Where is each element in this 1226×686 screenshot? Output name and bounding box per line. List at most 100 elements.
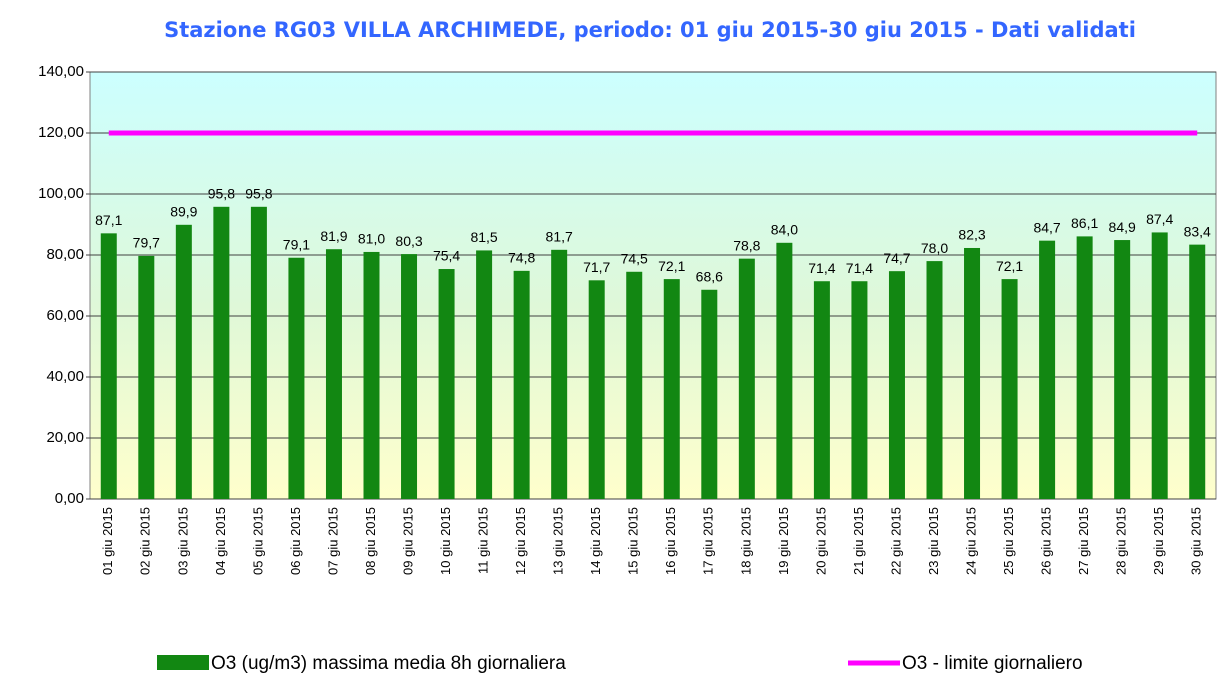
- y-tick-label: 40,00: [46, 368, 84, 385]
- x-tick-label: 01 giu 2015: [100, 507, 115, 575]
- bar: [738, 258, 755, 499]
- legend-swatch: [157, 655, 209, 670]
- x-tick-label: 19 giu 2015: [776, 507, 791, 575]
- data-label: 72,1: [996, 258, 1023, 274]
- data-label: 87,1: [95, 212, 122, 228]
- x-tick-label: 05 giu 2015: [250, 507, 265, 575]
- bar: [813, 281, 830, 499]
- x-tick-label: 08 giu 2015: [363, 507, 378, 575]
- bar: [926, 261, 943, 499]
- bar: [851, 281, 868, 499]
- y-tick-label: 140,00: [38, 63, 84, 80]
- bar: [1151, 232, 1168, 499]
- data-label: 95,8: [208, 186, 235, 202]
- bar: [325, 249, 342, 499]
- bar: [288, 257, 305, 499]
- y-tick-label: 120,00: [38, 124, 84, 141]
- bar: [888, 271, 905, 499]
- data-label: 89,9: [170, 204, 197, 220]
- x-tick-label: 30 giu 2015: [1189, 507, 1204, 575]
- bar: [588, 280, 605, 499]
- data-label: 74,5: [621, 250, 648, 266]
- x-tick-label: 14 giu 2015: [588, 507, 603, 575]
- data-label: 68,6: [696, 268, 723, 284]
- y-tick-label: 80,00: [46, 246, 84, 263]
- x-tick-label: 27 giu 2015: [1076, 507, 1091, 575]
- data-label: 86,1: [1071, 215, 1098, 231]
- bar: [213, 206, 230, 499]
- data-label: 74,8: [508, 250, 535, 266]
- data-label: 78,8: [733, 237, 760, 253]
- y-tick-label: 0,00: [55, 490, 84, 507]
- data-label: 82,3: [958, 227, 985, 243]
- x-tick-label: 21 giu 2015: [851, 507, 866, 575]
- data-label: 79,7: [133, 235, 160, 251]
- bar: [175, 224, 192, 499]
- bar: [663, 279, 680, 499]
- data-label: 78,0: [921, 240, 948, 256]
- x-tick-label: 09 giu 2015: [400, 507, 415, 575]
- bar: [513, 270, 530, 499]
- bar: [1114, 240, 1131, 499]
- x-tick-label: 12 giu 2015: [513, 507, 528, 575]
- bar: [964, 247, 981, 499]
- y-tick-label: 100,00: [38, 185, 84, 202]
- data-label: 71,4: [846, 260, 873, 276]
- legend-label: O3 (ug/m3) massima media 8h giornaliera: [211, 653, 566, 674]
- x-tick-label: 25 giu 2015: [1001, 507, 1016, 575]
- data-label: 95,8: [245, 186, 272, 202]
- bar: [551, 249, 568, 499]
- x-tick-label: 24 giu 2015: [963, 507, 978, 575]
- y-tick-label: 60,00: [46, 307, 84, 324]
- bar: [476, 250, 493, 499]
- data-label: 79,1: [283, 236, 310, 252]
- data-label: 87,4: [1146, 211, 1173, 227]
- x-tick-label: 16 giu 2015: [663, 507, 678, 575]
- data-label: 84,9: [1109, 219, 1136, 235]
- bar: [776, 242, 793, 500]
- bar: [401, 254, 418, 499]
- bar: [250, 206, 267, 499]
- x-tick-label: 15 giu 2015: [626, 507, 641, 575]
- x-tick-label: 20 giu 2015: [813, 507, 828, 575]
- data-label: 74,7: [883, 250, 910, 266]
- bar: [1039, 240, 1056, 500]
- legend-label: O3 - limite giornaliero: [902, 653, 1083, 674]
- data-label: 81,5: [470, 229, 497, 245]
- bar: [138, 255, 155, 499]
- data-label: 80,3: [395, 233, 422, 249]
- bar: [701, 289, 718, 499]
- y-tick-label: 20,00: [46, 429, 84, 446]
- x-tick-label: 26 giu 2015: [1039, 507, 1054, 575]
- data-label: 75,4: [433, 248, 460, 264]
- chart-title: Stazione RG03 VILLA ARCHIMEDE, periodo: …: [164, 18, 1136, 42]
- bar: [100, 233, 117, 499]
- data-label: 84,0: [771, 222, 798, 238]
- bar: [1076, 236, 1093, 499]
- data-label: 81,9: [320, 228, 347, 244]
- data-label: 72,1: [658, 258, 685, 274]
- data-label: 81,7: [546, 229, 573, 245]
- x-tick-label: 13 giu 2015: [551, 507, 566, 575]
- bar: [438, 269, 455, 499]
- bar: [626, 271, 643, 499]
- plot-area: [89, 71, 1217, 500]
- bar: [1001, 279, 1018, 499]
- x-tick-label: 18 giu 2015: [738, 507, 753, 575]
- data-label: 83,4: [1184, 223, 1211, 239]
- data-label: 71,4: [808, 260, 835, 276]
- data-label: 71,7: [583, 259, 610, 275]
- bar: [1189, 244, 1206, 499]
- x-tick-label: 07 giu 2015: [325, 507, 340, 575]
- x-tick-label: 28 giu 2015: [1114, 507, 1129, 575]
- x-tick-label: 23 giu 2015: [926, 507, 941, 575]
- data-label: 84,7: [1033, 219, 1060, 235]
- x-tick-label: 03 giu 2015: [175, 507, 190, 575]
- x-tick-label: 10 giu 2015: [438, 507, 453, 575]
- x-tick-label: 04 giu 2015: [213, 507, 228, 575]
- data-label: 81,0: [358, 231, 385, 247]
- x-tick-label: 22 giu 2015: [888, 507, 903, 575]
- bar: [363, 251, 380, 499]
- x-tick-label: 17 giu 2015: [701, 507, 716, 575]
